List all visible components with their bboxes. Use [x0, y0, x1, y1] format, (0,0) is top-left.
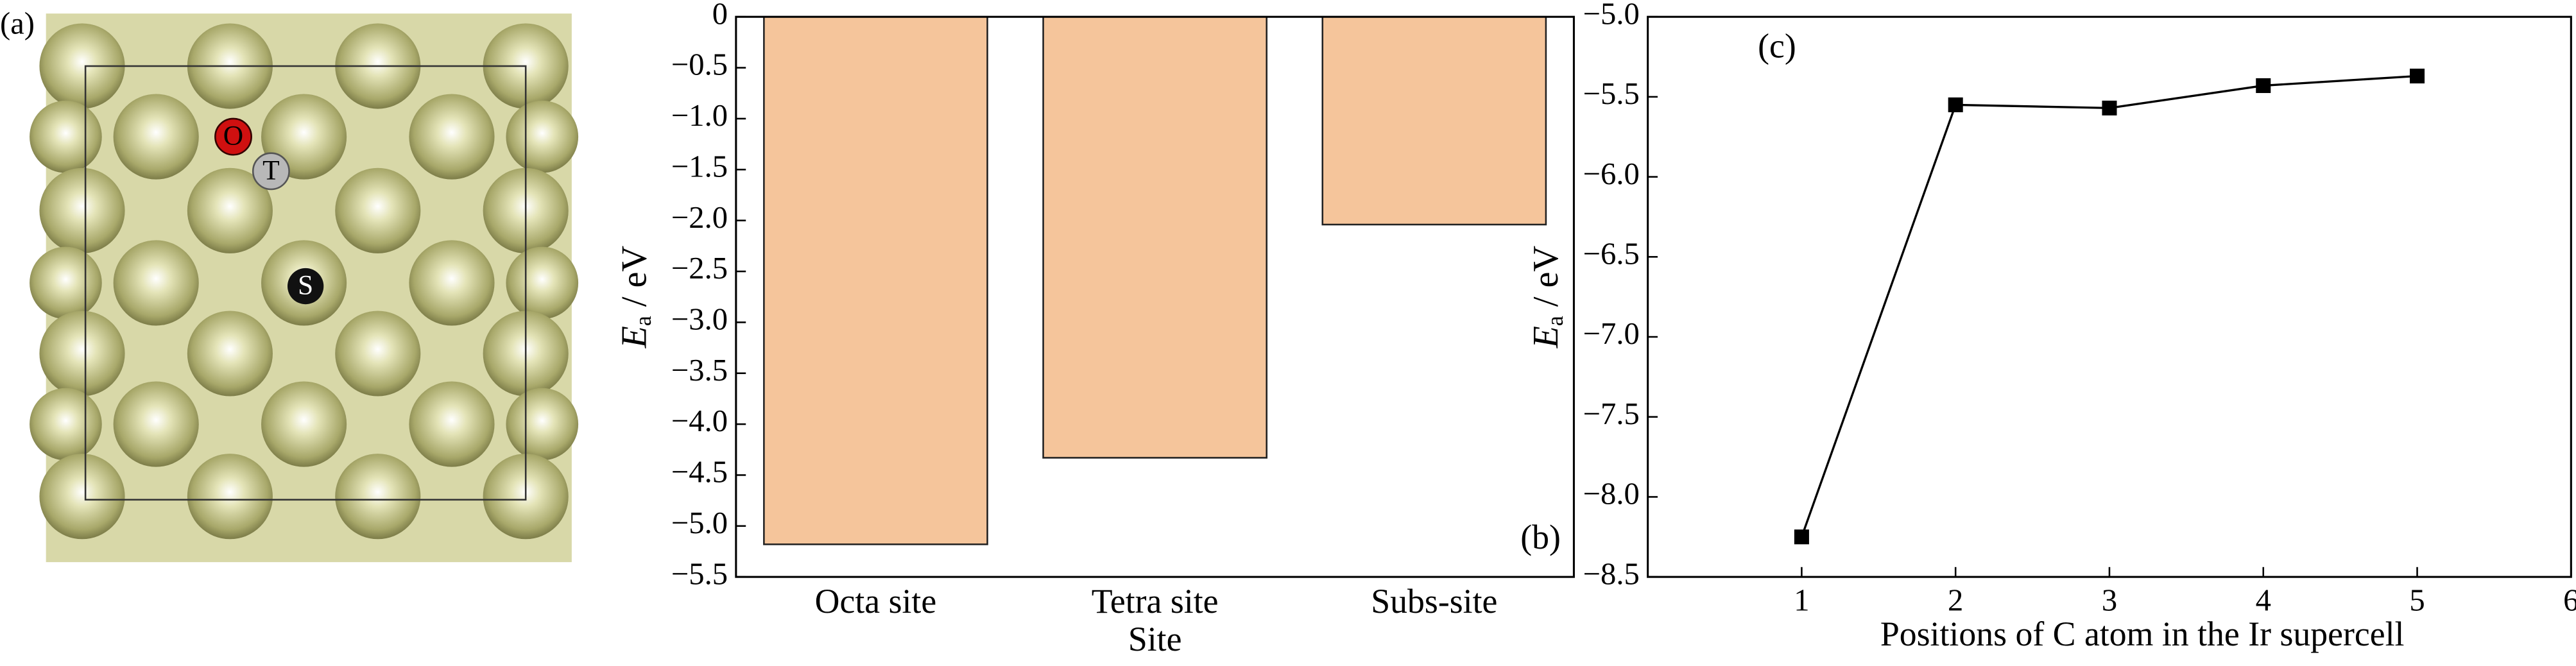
x-tick-label: 2: [1948, 583, 1963, 617]
y-tick-label: −4.5: [671, 455, 728, 490]
x-tick-label: 3: [2102, 583, 2117, 617]
y-tick-label: −6.0: [1583, 157, 1640, 191]
atom: [187, 454, 273, 540]
y-tick-label: −5.0: [671, 506, 728, 540]
y-tick-label: −5.5: [1583, 76, 1640, 111]
site-marker: [252, 152, 290, 191]
atom: [409, 381, 495, 467]
atom: [113, 94, 199, 180]
atom: [409, 240, 495, 326]
y-tick-label: −3.0: [671, 302, 728, 337]
x-tick-label: 5: [2409, 583, 2425, 617]
x-tick-label: Octa site: [815, 582, 937, 620]
y-tick-label: −6.5: [1583, 236, 1640, 271]
y-tick-label: −5.5: [671, 556, 728, 591]
y-tick-label: −7.0: [1583, 316, 1640, 351]
y-tick-label: −4.0: [671, 404, 728, 438]
site-marker: [214, 117, 252, 156]
atom: [335, 311, 421, 397]
data-point: [2256, 78, 2271, 93]
y-tick-label: −3.5: [671, 353, 728, 388]
x-tick-label: 6: [2563, 583, 2576, 617]
x-axis-label: Positions of C atom in the Ir supercell: [1880, 615, 2405, 653]
data-line: [1800, 74, 2417, 538]
atom: [39, 23, 125, 109]
y-axis-label: Ea / eV: [614, 245, 656, 348]
site-marker: [287, 268, 324, 305]
y-tick-label: −2.5: [671, 251, 728, 286]
atom: [506, 246, 579, 320]
y-tick-label: −2.0: [671, 200, 728, 235]
x-tick-label: Tetra site: [1092, 582, 1219, 620]
y-tick-label: −5.0: [1583, 0, 1640, 31]
atom: [409, 94, 495, 180]
site-label: O: [223, 121, 243, 151]
atom: [261, 381, 347, 467]
cell-outline: [84, 65, 527, 501]
bar: [1321, 15, 1547, 226]
panel-label: (b): [1520, 518, 1561, 556]
y-axis-label: Ea / eV: [1526, 245, 1568, 348]
x-tick-label: 1: [1794, 583, 1809, 617]
axes-frame: [735, 15, 1575, 578]
atom: [113, 381, 199, 467]
atom: [30, 100, 102, 173]
x-tick-label: 4: [2256, 583, 2271, 617]
bar: [763, 15, 988, 545]
panel-label: (c): [1758, 27, 1796, 65]
y-tick-label: 0: [712, 0, 728, 31]
data-point: [2410, 68, 2425, 84]
atom: [506, 100, 579, 173]
atom: [30, 388, 102, 461]
atomic-structure: [30, 13, 579, 563]
x-tick-label: Subs-site: [1371, 582, 1497, 620]
atom: [335, 167, 421, 253]
y-tick-label: −8.5: [1583, 556, 1640, 591]
site-label: S: [298, 270, 313, 301]
atom: [39, 311, 125, 397]
y-tick-label: −0.5: [671, 47, 728, 82]
axes-frame: [1647, 15, 2572, 578]
y-tick-label: −1.0: [671, 98, 728, 133]
atom: [113, 240, 199, 326]
atom: [187, 311, 273, 397]
atom: [506, 388, 579, 461]
y-tick-label: −8.0: [1583, 477, 1640, 511]
atom: [187, 167, 273, 253]
bar: [1042, 15, 1268, 459]
y-tick-label: −7.5: [1583, 397, 1640, 431]
site-label: T: [262, 155, 280, 185]
y-tick-label: −1.5: [671, 149, 728, 184]
atom: [30, 246, 102, 320]
panel-label: (a): [0, 6, 35, 41]
atom: [39, 167, 125, 253]
atom: [335, 454, 421, 540]
data-point: [1948, 97, 1963, 112]
x-axis-label: Site: [1128, 620, 1182, 658]
atom: [39, 454, 125, 540]
data-point: [1794, 529, 1809, 545]
data-point: [2102, 100, 2117, 115]
